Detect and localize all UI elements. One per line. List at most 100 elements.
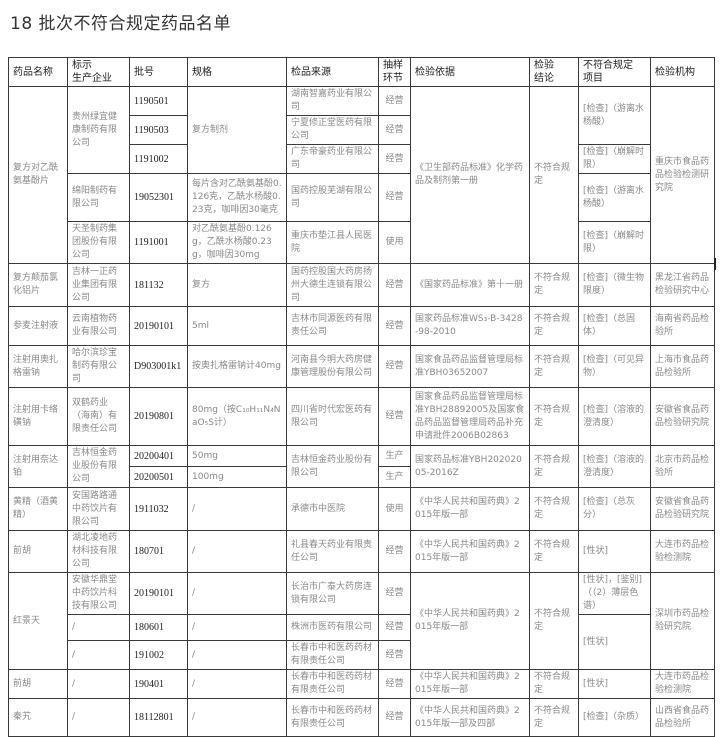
cell-batch-number: 20200501	[129, 466, 188, 488]
cell-manufacturer: 吉林恒金药业股份有限公司	[67, 445, 130, 488]
cell-specification: /	[187, 487, 287, 531]
cell-nonconforming-item: [性状]	[578, 669, 651, 699]
table-row: 天圣制药集团股份有限公司 1191001 对乙酰氨基酚0.126g，乙酰水杨酸0.2…	[9, 221, 715, 264]
cell-sampling-stage: 经营	[378, 86, 411, 116]
cell-sample-source: 长春市中和医药药材有限责任公司	[286, 669, 379, 699]
cell-nonconforming-item: [检查]（游离水杨酸）	[578, 173, 651, 222]
cell-manufacturer: 绵阳制药有限公司	[67, 173, 130, 222]
cell-manufacturer: /	[67, 640, 130, 670]
cell-batch-number: 190401	[129, 669, 188, 699]
cell-nonconforming-item: [检查]（崩解时限）	[578, 221, 651, 264]
cell-sampling-stage: 经营	[378, 263, 411, 307]
cell-sample-source: 长治市广泰大药房连锁有限公司	[286, 572, 379, 615]
table-row: 注射用卡络磺钠 双鹤药业（海南）有限责任公司 20190801 80mg（按C₁₀H₁…	[8, 387, 715, 446]
cell-sampling-stage: 经营	[378, 669, 411, 699]
cell-testing-institution: 安徽省食品药品检验研究院	[650, 487, 715, 531]
cell-nonconforming-item: [检查]（溶液的澄清度）	[578, 445, 651, 488]
cell-sample-source: 广东帝豪药业有限公司	[286, 144, 379, 174]
cell-manufacturer: /	[67, 614, 130, 641]
cell-sampling-stage: 生产	[378, 466, 411, 488]
page-title: 18 批次不符合规定药品名单	[10, 14, 232, 34]
cell-testing-institution: 大连市药品检验检测院	[650, 530, 715, 573]
cell-test-basis: 国家食品药品监督管理局标准YBH28892005及国家食品药品监督管理局药品补充…	[410, 387, 530, 446]
cell-manufacturer: 天圣制药集团股份有限公司	[67, 221, 130, 264]
cell-test-conclusion: 不符合规定	[529, 445, 579, 488]
table-row: 绵阳制药有限公司 19052301 每片含对乙酰氨基酚0.126克，乙酰水杨酸0.2…	[9, 173, 715, 222]
cell-specification: 复方制剂	[187, 86, 287, 174]
header-specification: 规格	[187, 57, 287, 87]
cell-manufacturer: 安国路路通中药饮片有限公司	[67, 487, 130, 531]
cell-nonconforming-item: [检查]（游离水杨酸）	[578, 86, 651, 145]
cell-specification: 对乙酰氨基酚0.126g，乙酰水杨酸0.23g，咖啡因30mg	[187, 221, 287, 264]
cell-test-basis: 国家食品药品监督管理局标准YBH03652007	[410, 345, 530, 388]
cell-sampling-stage: 经营	[378, 173, 411, 222]
cell-drug-name: 前胡	[8, 530, 68, 573]
scroll-marker	[714, 258, 716, 270]
cell-sample-source: 株洲市医药有限公司	[286, 614, 379, 641]
cell-specification: 50mg	[187, 445, 287, 467]
table-row: 秦艽/18112801/长春市中和医药药材有限责任公司 经营 《中华人民共和国药典》…	[8, 698, 715, 737]
cell-test-conclusion: 不符合规定	[529, 487, 579, 531]
cell-test-conclusion: 不符合规定	[529, 572, 579, 670]
cell-manufacturer: 云南植物药业有限公司	[67, 306, 130, 346]
cell-testing-institution: 重庆市食品药品检验检测研究院	[650, 86, 715, 264]
cell-specification: /	[187, 614, 287, 641]
cell-specification: 复方	[187, 263, 287, 307]
cell-specification: /	[187, 530, 287, 573]
cell-test-conclusion: 不符合规定	[529, 530, 579, 573]
header-sampling-stage: 抽样 环节	[378, 57, 411, 87]
cell-nonconforming-item: [检查]（微生物限度）	[578, 263, 651, 307]
header-test-conclusion: 检验 结论	[529, 57, 579, 87]
table-row: 红景天 安徽华鼎堂中药饮片科技有限公司 20190101/长治市广泰大药房连锁有限公…	[8, 572, 715, 670]
header-testing-institution: 检验机构	[650, 57, 715, 87]
cell-testing-institution: 上海市食品药品检验所	[650, 345, 715, 388]
header-drug-name: 药品名称	[8, 57, 68, 87]
cell-specification: 100mg	[187, 466, 287, 488]
cell-batch-number: 191002	[129, 640, 188, 670]
cell-drug-name: 红景天	[8, 572, 68, 670]
cell-batch-number: 1191002	[129, 144, 188, 174]
cell-sampling-stage: 经营	[378, 345, 411, 388]
cell-specification: 每片含对乙酰氨基酚0.126克，乙酰水杨酸0.23克，咖啡因30毫克	[187, 173, 287, 222]
cell-specification: 5ml	[187, 306, 287, 346]
cell-manufacturer: /	[67, 698, 130, 737]
cell-drug-name: 注射用奥扎格雷钠	[8, 345, 68, 388]
cell-batch-number: 1191001	[129, 221, 188, 264]
cell-testing-institution: 大连市药品检验检测院	[650, 669, 715, 699]
cell-sampling-stage: 使用	[378, 487, 411, 531]
cell-sampling-stage: 经营	[378, 306, 411, 346]
cell-batch-number: 18112801	[129, 698, 188, 737]
table-row: 前胡/190401/长春市中和医药药材有限责任公司 经营 《中华人民共和国药典》20…	[8, 669, 715, 699]
cell-sample-source: 吉林恒金药业股份有限公司	[286, 445, 379, 488]
cell-manufacturer: 吉林一正药业集团有限公司	[67, 263, 130, 307]
cell-nonconforming-item: [检查]（杂质）	[578, 698, 651, 737]
cell-sample-source: 国药控股国大药房扬州大德生连锁有限公司	[286, 263, 379, 307]
cell-batch-number: 19052301	[129, 173, 188, 222]
cell-sample-source: 四川省时代宏医药有限公司	[286, 387, 379, 446]
cell-sample-source: 国药控股芜湖有限公司	[286, 173, 379, 222]
cell-sample-source: 承德市中医院	[286, 487, 379, 531]
header-manufacturer: 标示 生产企业	[67, 57, 130, 87]
cell-batch-number: 1190501	[129, 86, 188, 116]
cell-sample-source: 长春市中和医药药材有限责任公司	[286, 640, 379, 670]
cell-specification: /	[187, 669, 287, 699]
cell-specification: /	[187, 640, 287, 670]
table-row: 复方颠茄氯化铝片 吉林一正药业集团有限公司 181132 复方 国药控股国大药房扬州大德…	[8, 263, 715, 307]
header-test-basis: 检验依据	[410, 57, 530, 87]
cell-test-basis: 《中华人民共和国药典》2015年版一部	[410, 487, 530, 531]
cell-sampling-stage: 使用	[378, 221, 411, 264]
cell-test-conclusion: 不符合规定	[529, 306, 579, 346]
table-row: 1190503 宁夏修正堂医药有限公司 经营	[9, 115, 715, 145]
cell-test-conclusion: 不符合规定	[529, 698, 579, 737]
cell-drug-name: 复方颠茄氯化铝片	[8, 263, 68, 307]
cell-specification: 按奥扎格雷钠计40mg	[187, 345, 287, 388]
cell-sampling-stage: 经营	[378, 572, 411, 615]
cell-testing-institution: 黑龙江省药品检验研究中心	[650, 263, 715, 307]
table-row: 参麦注射液 云南植物药业有限公司 20190101 5ml 吉林市同源医药有限责任公司经…	[8, 306, 715, 346]
cell-test-basis: 《国家药品标准》第十一册	[410, 263, 530, 307]
cell-manufacturer: 湖北凌地药材科技有限公司	[67, 530, 130, 573]
cell-sampling-stage: 经营	[378, 640, 411, 670]
cell-sample-source: 吉林市同源医药有限责任公司	[286, 306, 379, 346]
cell-nonconforming-item: [性状]	[578, 530, 651, 573]
cell-sampling-stage: 经营	[378, 115, 411, 145]
